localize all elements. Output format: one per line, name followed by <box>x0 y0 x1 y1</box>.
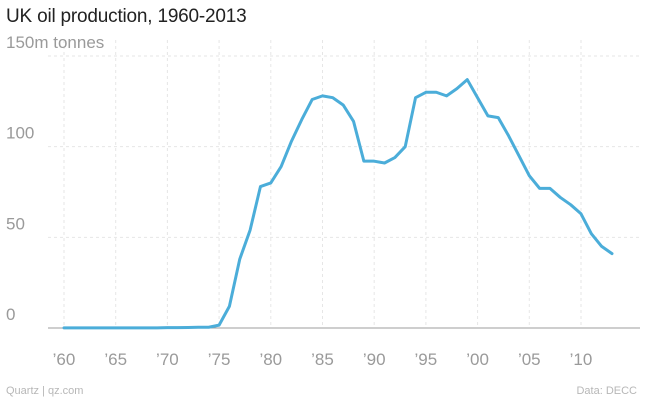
x-tick-label: ’85 <box>311 350 334 369</box>
data-point <box>311 98 313 100</box>
data-point <box>94 327 96 329</box>
chart-title: UK oil production, 1960-2013 <box>6 6 247 27</box>
data-point <box>600 245 602 247</box>
data-point <box>435 91 437 93</box>
data-point <box>590 233 592 235</box>
x-tick-label: ’75 <box>208 350 231 369</box>
data-point <box>125 327 127 329</box>
series-line <box>62 78 614 330</box>
data-point <box>156 327 158 329</box>
data-point <box>259 185 261 187</box>
data-point <box>476 97 478 99</box>
data-point <box>301 118 303 120</box>
source-credit: Quartz | qz.com <box>6 385 84 397</box>
y-tick-label: 150m tonnes <box>6 33 104 52</box>
x-tick-label: ’60 <box>53 350 76 369</box>
data-point <box>342 104 344 106</box>
data-point <box>166 326 168 328</box>
x-tick-label: ’95 <box>415 350 438 369</box>
data-point <box>63 327 65 329</box>
data-point <box>507 135 509 137</box>
data-point <box>218 324 220 326</box>
data-point <box>104 327 106 329</box>
data-point <box>487 115 489 117</box>
data-point <box>538 187 540 189</box>
y-tick-labels: 0 50 100 150m tonnes <box>6 33 104 324</box>
data-point <box>177 326 179 328</box>
data-point <box>559 196 561 198</box>
data-point <box>456 87 458 89</box>
data-point <box>115 327 117 329</box>
data-point <box>352 120 354 122</box>
grid-layer <box>48 40 640 329</box>
data-point <box>239 258 241 260</box>
data-point <box>373 160 375 162</box>
data-point <box>73 327 75 329</box>
x-tick-label: ’65 <box>104 350 127 369</box>
y-tick-label: 0 <box>6 305 15 324</box>
data-point <box>290 140 292 142</box>
data-point <box>518 155 520 157</box>
data-source: Data: DECC <box>576 385 637 397</box>
data-point <box>497 116 499 118</box>
data-point <box>280 165 282 167</box>
x-tick-label: ’90 <box>363 350 386 369</box>
data-point <box>146 327 148 329</box>
data-point <box>425 91 427 93</box>
data-point <box>466 78 468 80</box>
data-point <box>197 326 199 328</box>
data-point <box>135 327 137 329</box>
data-point <box>208 326 210 328</box>
data-point <box>569 203 571 205</box>
data-point <box>363 160 365 162</box>
data-point <box>394 156 396 158</box>
data-point <box>549 187 551 189</box>
data-point <box>332 97 334 99</box>
data-point <box>580 213 582 215</box>
data-point <box>321 95 323 97</box>
x-tick-labels: ’60 ’65 ’70 ’75 ’80 ’85 ’90 ’95 ’00 ’05 ’10 <box>53 350 593 369</box>
x-tick-label: ’80 <box>259 350 282 369</box>
x-tick-label: ’05 <box>518 350 541 369</box>
data-point <box>611 252 613 254</box>
data-point <box>228 305 230 307</box>
x-tick-label: ’70 <box>156 350 179 369</box>
x-tick-label: ’00 <box>466 350 489 369</box>
series-layer <box>62 78 614 330</box>
data-point <box>404 145 406 147</box>
data-point <box>383 162 385 164</box>
data-point <box>249 229 251 231</box>
data-point <box>270 182 272 184</box>
data-point <box>83 327 85 329</box>
x-tick-label: ’10 <box>570 350 593 369</box>
data-point <box>445 95 447 97</box>
data-point <box>528 174 530 176</box>
data-point <box>414 97 416 99</box>
y-tick-label: 100 <box>6 124 34 143</box>
data-point <box>187 326 189 328</box>
y-tick-label: 50 <box>6 214 25 233</box>
